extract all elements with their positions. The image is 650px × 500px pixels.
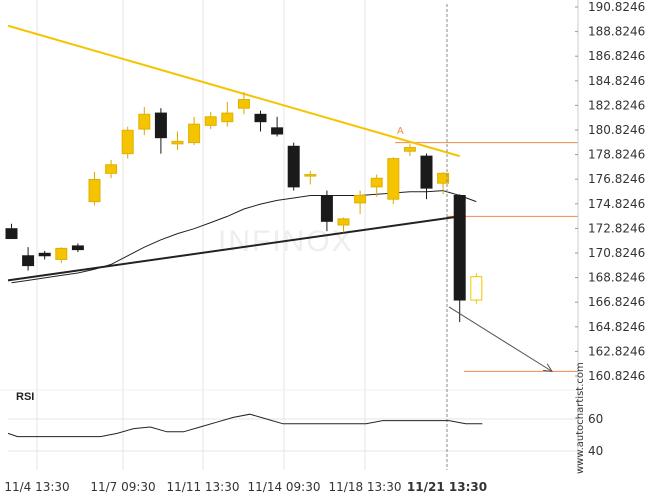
candle xyxy=(453,194,466,323)
candle-body xyxy=(354,194,367,204)
candle-body xyxy=(437,172,450,184)
candle xyxy=(287,142,300,191)
candle-body xyxy=(121,129,134,155)
candle xyxy=(370,174,383,197)
candle xyxy=(204,111,217,130)
candle xyxy=(221,102,234,127)
candle xyxy=(154,108,167,154)
candle-body xyxy=(5,228,18,240)
candle xyxy=(171,131,184,150)
candle xyxy=(470,272,483,304)
y-tick-label: 170.8246 xyxy=(588,246,645,260)
y-tick-label: 188.8246 xyxy=(588,25,645,39)
y-tick-label: 168.8246 xyxy=(588,271,645,285)
candle-body xyxy=(171,140,184,145)
candle xyxy=(320,190,333,232)
x-tick-label: 11/14 09:30 xyxy=(248,480,321,494)
candle-body xyxy=(237,99,250,109)
candle xyxy=(237,92,250,115)
y-tick-label: 162.8246 xyxy=(588,344,645,358)
candle-body xyxy=(420,155,433,189)
candle-body xyxy=(38,252,51,257)
x-tick-label: 11/11 13:30 xyxy=(167,480,240,494)
candle xyxy=(5,223,18,240)
y-tick-label: 166.8246 xyxy=(588,295,645,309)
candle-body xyxy=(403,147,416,152)
candle xyxy=(354,190,367,214)
y-tick-label: 180.8246 xyxy=(588,123,645,137)
y-tick-label: 190.8246 xyxy=(588,0,645,14)
projection-arrow-head xyxy=(542,363,553,372)
x-tick-label: 11/18 13:30 xyxy=(329,480,402,494)
candle xyxy=(437,172,450,195)
y-tick-label: 178.8246 xyxy=(588,148,645,162)
candle-body xyxy=(287,145,300,188)
candle xyxy=(254,110,267,132)
x-tick-label: 11/7 09:30 xyxy=(90,480,155,494)
pattern-marker-a: A xyxy=(397,126,404,137)
candle-body xyxy=(370,177,383,188)
y-tick-label: 160.8246 xyxy=(588,369,645,383)
rsi-line xyxy=(7,413,483,438)
candle-body xyxy=(271,127,284,135)
candle xyxy=(22,247,35,271)
candle xyxy=(88,172,101,206)
candle-body xyxy=(254,113,267,123)
candle-body xyxy=(138,113,151,130)
candle xyxy=(55,247,68,264)
candle-body xyxy=(387,158,400,200)
candle xyxy=(403,143,416,157)
y-tick-label: 176.8246 xyxy=(588,172,645,186)
projection-arrow-line xyxy=(448,306,553,372)
candle xyxy=(121,126,134,159)
candle-body xyxy=(105,164,118,174)
candle-body xyxy=(204,116,217,126)
rsi-title: RSI xyxy=(16,391,34,403)
y-tick-label: 174.8246 xyxy=(588,197,645,211)
support-trendline xyxy=(7,215,460,282)
resistance-trendline xyxy=(7,24,460,158)
candle-body xyxy=(22,255,35,267)
candle-body xyxy=(337,218,350,226)
candle-body xyxy=(188,123,201,144)
y-tick-label: 182.8246 xyxy=(588,98,645,112)
candle xyxy=(138,106,151,136)
candle xyxy=(71,243,84,253)
candle-body xyxy=(55,247,68,260)
candle-body xyxy=(88,179,101,203)
candle xyxy=(304,170,317,185)
candle xyxy=(105,159,118,179)
candle-body xyxy=(71,245,84,251)
candle-body xyxy=(304,174,317,177)
candle-body xyxy=(154,112,167,139)
candle-body xyxy=(221,112,234,123)
candle xyxy=(337,217,350,233)
candle-body xyxy=(470,276,483,301)
rsi-y-tick-label: 40 xyxy=(588,444,603,458)
candle xyxy=(38,250,51,260)
rsi-y-tick-label: 60 xyxy=(588,412,603,426)
candle xyxy=(387,157,400,205)
candle xyxy=(188,116,201,146)
y-tick-label: 164.8246 xyxy=(588,320,645,334)
y-tick-label: 186.8246 xyxy=(588,49,645,63)
y-tick-label: 184.8246 xyxy=(588,74,645,88)
x-tick-label: 11/4 13:30 xyxy=(4,480,69,494)
x-tick-label: 11/21 13:30 xyxy=(407,480,487,494)
candle-body xyxy=(453,194,466,301)
candle xyxy=(420,153,433,200)
candle xyxy=(271,116,284,137)
candle-body xyxy=(320,194,333,222)
vendor-label: www.autochartist.com xyxy=(575,362,586,474)
y-tick-label: 172.8246 xyxy=(588,221,645,235)
